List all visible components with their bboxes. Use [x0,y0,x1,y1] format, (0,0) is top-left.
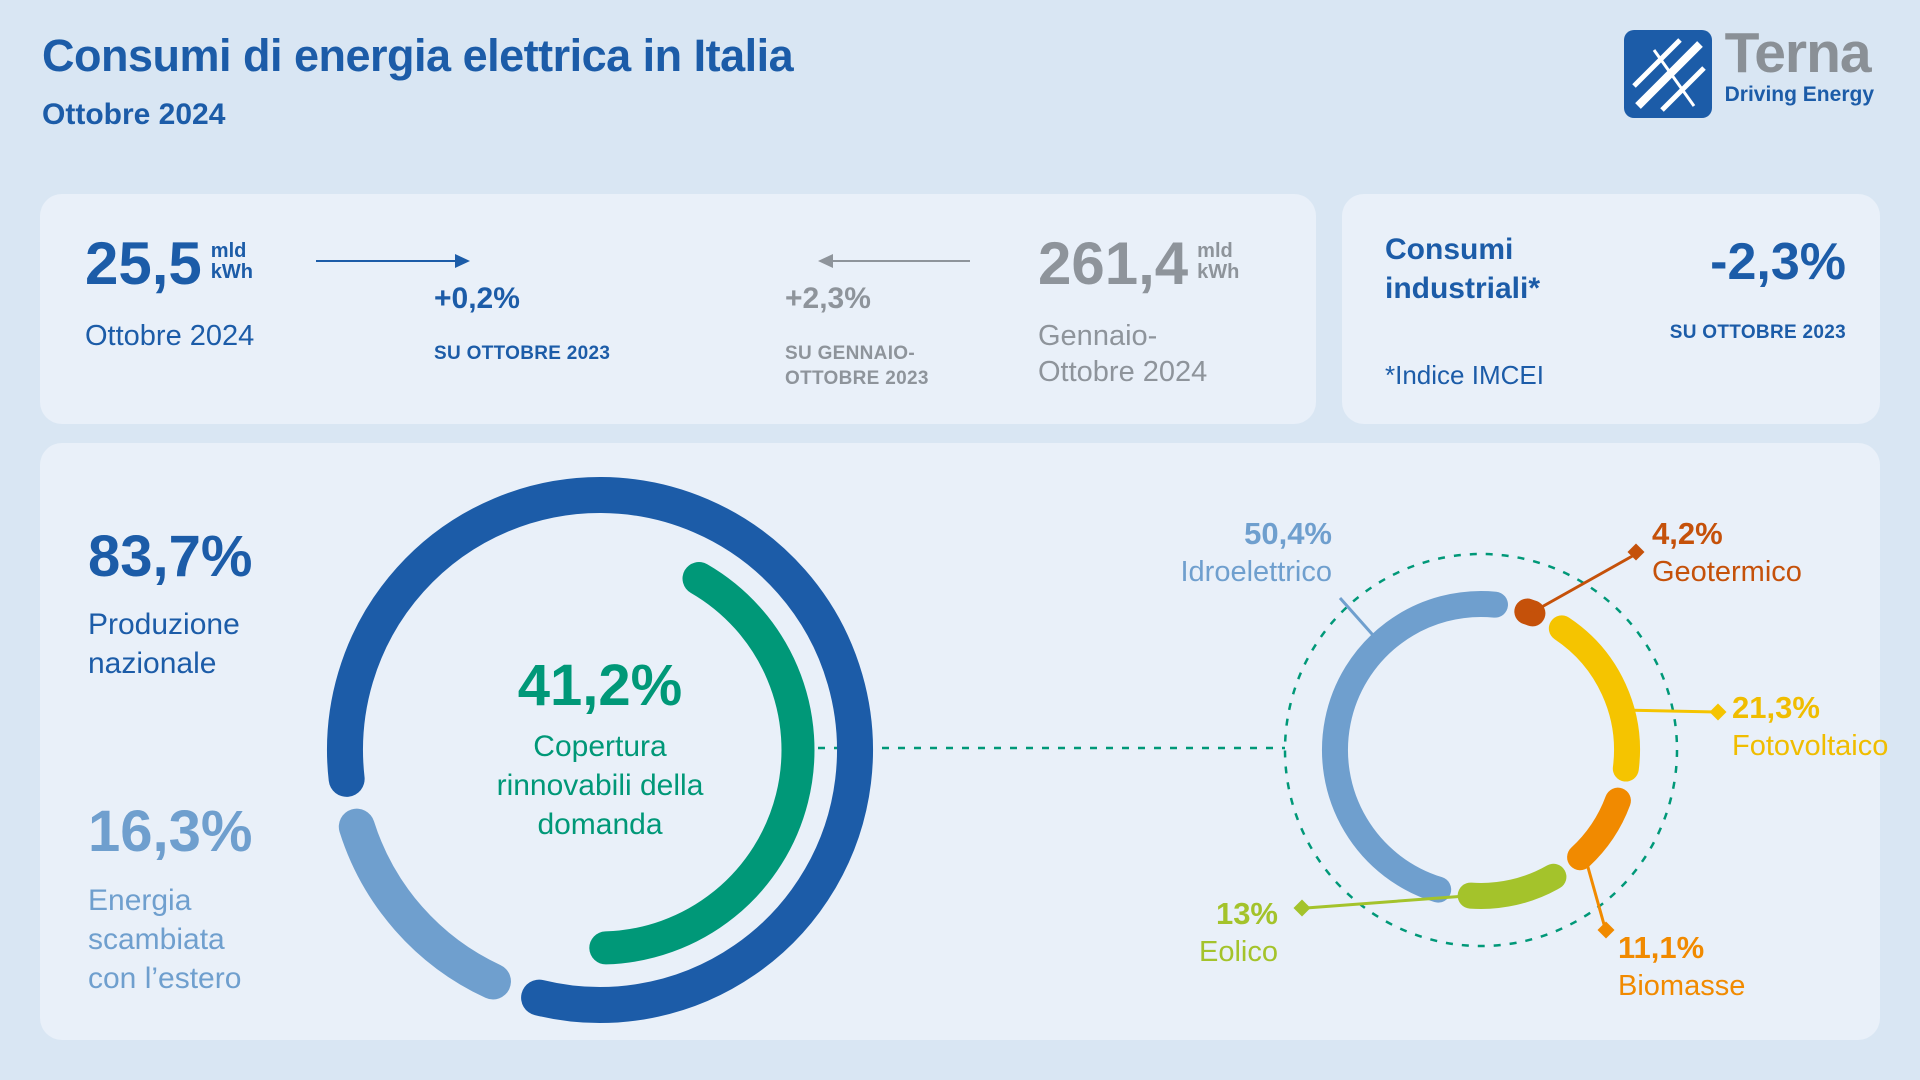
fotovoltaico-pct: 21,3% [1732,690,1820,725]
monthly-delta-block: +0,2% SU OTTOBRE 2023 [434,282,610,367]
monthly-value: 25,5 [85,230,202,297]
ytd-units: mld kWh [1197,234,1239,294]
ytd-period: Gennaio-Ottobre 2024 [1038,320,1208,389]
terna-logo-wordmark: Terna Driving Energy [1724,21,1874,107]
geotermico-pct: 4,2% [1652,516,1723,551]
fotovoltaico-name: Fotovoltaico [1732,730,1889,762]
renewables-coverage-label: Copertura rinnovabili della domanda [496,730,704,841]
label-fotovoltaico: 21,3% Fotovoltaico [1732,692,1888,761]
renewables-coverage-block: 41,2% Copertura rinnovabili della domand… [440,657,760,844]
monthly-delta: +0,2% [434,282,520,315]
industrial-footnote: *Indice IMCEI [1385,360,1544,390]
ytd-value: 261,4 [1038,230,1189,297]
monthly-unit-kwh: kWh [210,261,253,283]
label-eolico: 13% Eolico [1199,898,1278,967]
header: Consumi di energia elettrica in Italia O… [42,21,1874,132]
terna-logo-text: Terna [1724,21,1872,85]
ytd-delta-block: +2,3% SU GENNAIO-OTTOBRE 2023 [785,282,960,391]
national-production-pct: 83,7% [88,524,253,589]
monthly-period: Ottobre 2024 [85,320,255,352]
title-block: Consumi di energia elettrica in Italia O… [42,30,794,132]
page-subtitle: Ottobre 2024 [42,98,226,131]
terna-logo-tagline: Driving Energy [1724,82,1874,106]
foreign-exchange-label: Energia scambiata con l’estero [88,884,242,995]
label-biomasse: 11,1% Biomasse [1618,932,1745,1001]
ytd-delta-caption: SU GENNAIO-OTTOBRE 2023 [785,343,929,389]
biomasse-pct: 11,1% [1618,930,1705,965]
eolico-name: Eolico [1199,936,1278,968]
industrial-caption: SU OTTOBRE 2023 [1669,322,1846,343]
industrial-card: Consumi industriali* -2,3% SU OTTOBRE 20… [1342,194,1880,424]
idroelettrico-name: Idroelettrico [1180,556,1332,588]
national-production-label: Produzione nazionale [88,608,240,680]
industrial-value: -2,3% [1710,233,1846,291]
ytd-delta: +2,3% [785,282,871,315]
label-geotermico: 4,2% Geotermico [1652,518,1802,587]
monthly-units: mld kWh [211,234,253,294]
production-card: 83,7% Produzione nazionale 16,3% Energia… [40,443,1880,1040]
terna-logo-icon [1623,30,1712,118]
ytd-consumption-value: 261,4 mld kWh [1038,234,1239,294]
eolico-pct: 13% [1215,896,1278,931]
consumption-card: 25,5 mld kWh Ottobre 2024 +0,2% SU OTTOB… [40,194,1316,424]
ytd-unit-mld: mld [1197,240,1233,262]
terna-logo: Terna Driving Energy [1623,21,1874,118]
monthly-consumption-value: 25,5 mld kWh [85,234,253,294]
renewables-coverage-pct: 41,2% [517,653,683,718]
monthly-delta-caption: SU OTTOBRE 2023 [434,343,611,364]
idroelettrico-pct: 50,4% [1244,516,1332,551]
industrial-title: Consumi industriali* [1385,233,1541,305]
foreign-exchange-pct: 16,3% [88,799,253,864]
page-title: Consumi di energia elettrica in Italia [42,30,794,81]
monthly-unit-mld: mld [210,240,247,262]
biomasse-name: Biomasse [1618,970,1746,1002]
ytd-unit-kwh: kWh [1197,261,1240,283]
geotermico-name: Geotermico [1652,556,1802,588]
label-idroelettrico: 50,4% Idroelettrico [1180,518,1332,587]
